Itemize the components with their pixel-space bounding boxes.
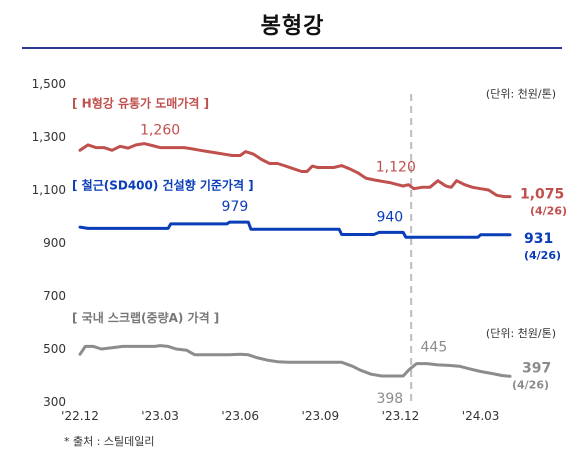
data-label: 397 (522, 360, 551, 376)
page-title: 봉형강 (260, 14, 325, 39)
legend-label-1: [ H형강 유통가 도매가격 ] (72, 96, 209, 111)
data-label: 398 (376, 391, 403, 407)
data-label: (4/26) (530, 205, 567, 218)
x-tick-label: '23.09 (302, 409, 340, 423)
x-tick-label: '23.12 (382, 409, 420, 423)
x-tick-label: '22.12 (61, 409, 99, 423)
series-line-2 (78, 220, 512, 239)
legend-label-3: [ 국내 스크랩(중량A) 가격 ] (72, 310, 219, 325)
y-tick-label: 1,100 (32, 183, 66, 197)
legend-label-2: [ 철근(SD400) 건설향 기준가격 ] (72, 178, 254, 193)
data-label: 1,120 (376, 160, 416, 176)
data-label: 931 (524, 231, 553, 247)
x-tick-label: '23.03 (141, 409, 179, 423)
y-tick-label: 700 (43, 289, 66, 303)
y-tick-label: 900 (43, 236, 66, 250)
data-label: 445 (421, 340, 448, 356)
data-label: 1,075 (520, 187, 564, 203)
y-tick-label: 500 (43, 342, 66, 356)
y-tick-label: 300 (43, 395, 66, 409)
data-label: 1,260 (140, 123, 180, 139)
data-label: 940 (376, 209, 403, 225)
series-line-1 (78, 142, 512, 199)
x-tick-label: '23.06 (221, 409, 259, 423)
y-tick-label: 1,500 (32, 77, 66, 91)
y-tick-label: 1,300 (32, 130, 66, 144)
source-note: * 출처 : 스틸데일리 (64, 435, 155, 448)
title-divider (22, 47, 562, 49)
unit-label: (단위: 천원/톤) (486, 326, 556, 340)
series-line-3 (78, 344, 512, 378)
data-label: 979 (222, 199, 249, 215)
x-tick-label: '24.03 (462, 409, 500, 423)
unit-label: (단위: 천원/톤) (486, 86, 556, 100)
data-label: (4/26) (512, 378, 549, 391)
data-label: (4/26) (524, 249, 561, 262)
